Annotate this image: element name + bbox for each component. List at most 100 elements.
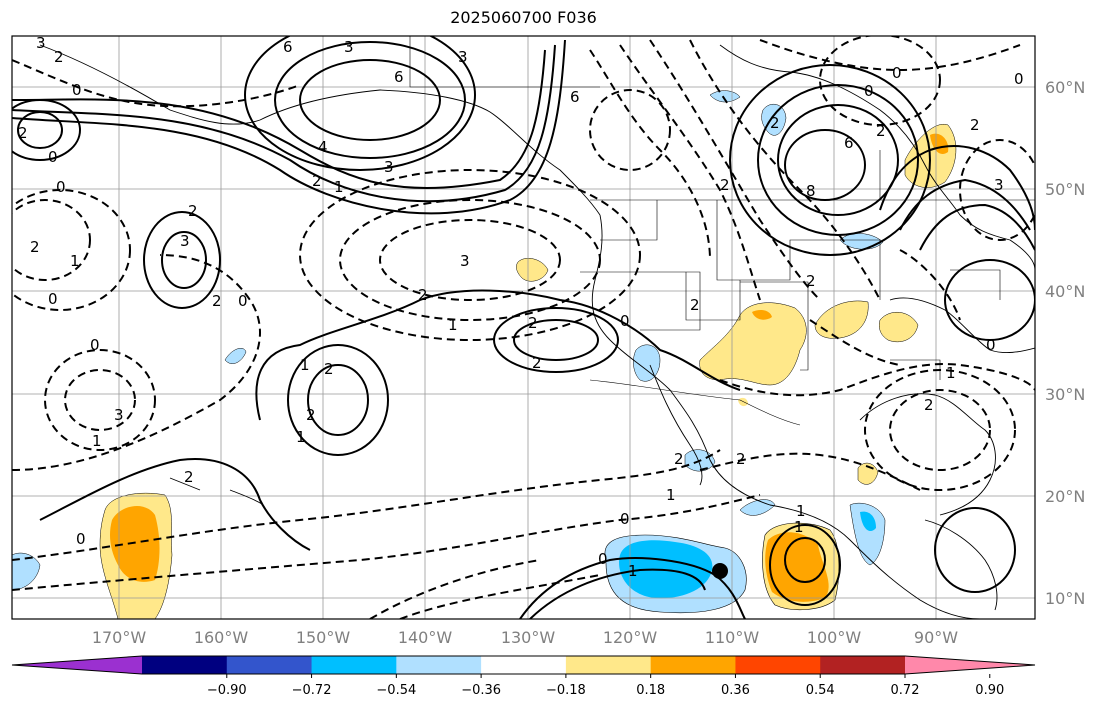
- lon-label: 170°W: [92, 628, 147, 647]
- svg-text:0: 0: [90, 336, 100, 354]
- lat-label: 40°N: [1045, 282, 1085, 301]
- map-title: 2025060700 F036: [450, 8, 597, 27]
- svg-text:3: 3: [114, 406, 124, 424]
- colorbar-tick-label: −0.36: [461, 683, 501, 698]
- colorbar-segment: [735, 656, 821, 674]
- lon-label: 140°W: [398, 628, 453, 647]
- lat-label: 30°N: [1045, 385, 1085, 404]
- lon-label: 130°W: [501, 628, 556, 647]
- pos-area-pacific-nw: [516, 258, 549, 282]
- neg-area-pacific-small: [224, 348, 247, 364]
- svg-text:1: 1: [666, 486, 676, 504]
- svg-text:2: 2: [532, 354, 542, 372]
- contour-labels: 3 2 0 6 3 3 6 4 3 2 1 2 0 0 3 2 2 1 0 3 …: [18, 36, 1024, 580]
- lon-label: 150°W: [296, 628, 351, 647]
- svg-text:0: 0: [598, 550, 608, 568]
- lat-label: 10°N: [1045, 589, 1085, 608]
- svg-text:6: 6: [394, 68, 404, 86]
- colorbar-tick-label: 0.54: [806, 683, 835, 698]
- svg-text:1: 1: [946, 364, 956, 382]
- svg-text:2: 2: [806, 272, 816, 290]
- svg-text:0: 0: [620, 312, 630, 330]
- contours-solid: [12, 36, 1035, 619]
- svg-text:2: 2: [736, 450, 746, 468]
- colorbar-tick-label: 0.36: [721, 683, 750, 698]
- svg-text:2: 2: [876, 122, 886, 140]
- graticule: [12, 36, 1035, 619]
- pos-area-ontario-core: [930, 133, 949, 155]
- svg-text:0: 0: [72, 81, 82, 99]
- svg-text:6: 6: [283, 38, 293, 56]
- svg-text:1: 1: [92, 432, 102, 450]
- svg-text:0: 0: [986, 336, 996, 354]
- colorbar-segment: [311, 656, 397, 674]
- colorbar-tick-label: 0.90: [975, 683, 1004, 698]
- pos-area-southwest-us-core: [752, 309, 772, 320]
- neg-area-east-pacific-small: [849, 502, 886, 566]
- svg-text:2: 2: [306, 406, 316, 424]
- colorbar-segment: [481, 656, 567, 674]
- svg-text:1: 1: [70, 252, 80, 270]
- svg-text:0: 0: [238, 292, 248, 310]
- svg-text:2: 2: [184, 468, 194, 486]
- colorbar-tick-label: −0.54: [376, 683, 416, 698]
- svg-text:3: 3: [458, 48, 468, 66]
- colorbar-segment: [396, 656, 482, 674]
- svg-text:2: 2: [770, 114, 780, 132]
- svg-text:6: 6: [844, 134, 854, 152]
- lon-label: 110°W: [705, 628, 760, 647]
- map-frame: [11, 35, 1036, 620]
- colorbar-tick-label: 0.18: [636, 683, 665, 698]
- svg-text:3: 3: [460, 252, 470, 270]
- svg-text:2: 2: [970, 116, 980, 134]
- lon-label: 160°W: [194, 628, 249, 647]
- svg-text:2: 2: [924, 396, 934, 414]
- svg-text:1: 1: [628, 562, 638, 580]
- colorbar-segment: [226, 656, 313, 674]
- svg-text:0: 0: [48, 148, 58, 166]
- svg-text:6: 6: [570, 88, 580, 106]
- svg-text:2: 2: [528, 314, 538, 332]
- svg-text:1: 1: [794, 518, 804, 536]
- lon-label: 100°W: [807, 628, 862, 647]
- svg-text:2: 2: [720, 176, 730, 194]
- svg-text:0: 0: [56, 178, 66, 196]
- colorbar-segment: [820, 656, 906, 674]
- lat-label: 20°N: [1045, 487, 1085, 506]
- pos-area-midwest: [879, 312, 919, 343]
- svg-text:1: 1: [296, 428, 306, 446]
- neg-area-east-pacific-small-core: [860, 511, 876, 532]
- colorbar-tick-label: 0.72: [891, 683, 920, 698]
- svg-text:2: 2: [54, 48, 64, 66]
- lat-label: 50°N: [1045, 180, 1085, 199]
- colorbar-tick-label: −0.90: [207, 683, 247, 698]
- svg-text:2: 2: [188, 202, 198, 220]
- svg-text:0: 0: [864, 82, 874, 100]
- neg-area-canada-1: [761, 103, 787, 136]
- svg-text:1: 1: [300, 356, 310, 374]
- svg-text:1: 1: [796, 502, 806, 520]
- colorbar-tick-label: −0.18: [546, 683, 586, 698]
- svg-text:3: 3: [384, 158, 394, 176]
- svg-text:3: 3: [344, 38, 354, 56]
- svg-text:1: 1: [334, 178, 344, 196]
- colorbar-extend-high: [905, 656, 1035, 674]
- svg-text:8: 8: [806, 182, 816, 200]
- lat-label: 60°N: [1045, 78, 1085, 97]
- svg-text:3: 3: [180, 232, 190, 250]
- svg-text:2: 2: [324, 360, 334, 378]
- colorbar-outline: [11, 655, 1036, 675]
- colorbar-segment: [142, 656, 228, 674]
- neg-area-baja: [633, 344, 661, 382]
- coastlines: [39, 44, 1035, 619]
- pos-area-mexico-pacific-core: [765, 532, 829, 602]
- lon-label: 120°W: [603, 628, 658, 647]
- svg-text:0: 0: [48, 290, 58, 308]
- pos-area-hawaii-south-core: [110, 505, 160, 582]
- colorbar-segment: [650, 656, 736, 674]
- svg-text:0: 0: [76, 530, 86, 548]
- longitude-labels: 170°W 160°W 150°W 140°W 130°W 120°W 110°…: [92, 628, 958, 647]
- svg-text:0: 0: [1014, 70, 1024, 88]
- svg-text:2: 2: [30, 238, 40, 256]
